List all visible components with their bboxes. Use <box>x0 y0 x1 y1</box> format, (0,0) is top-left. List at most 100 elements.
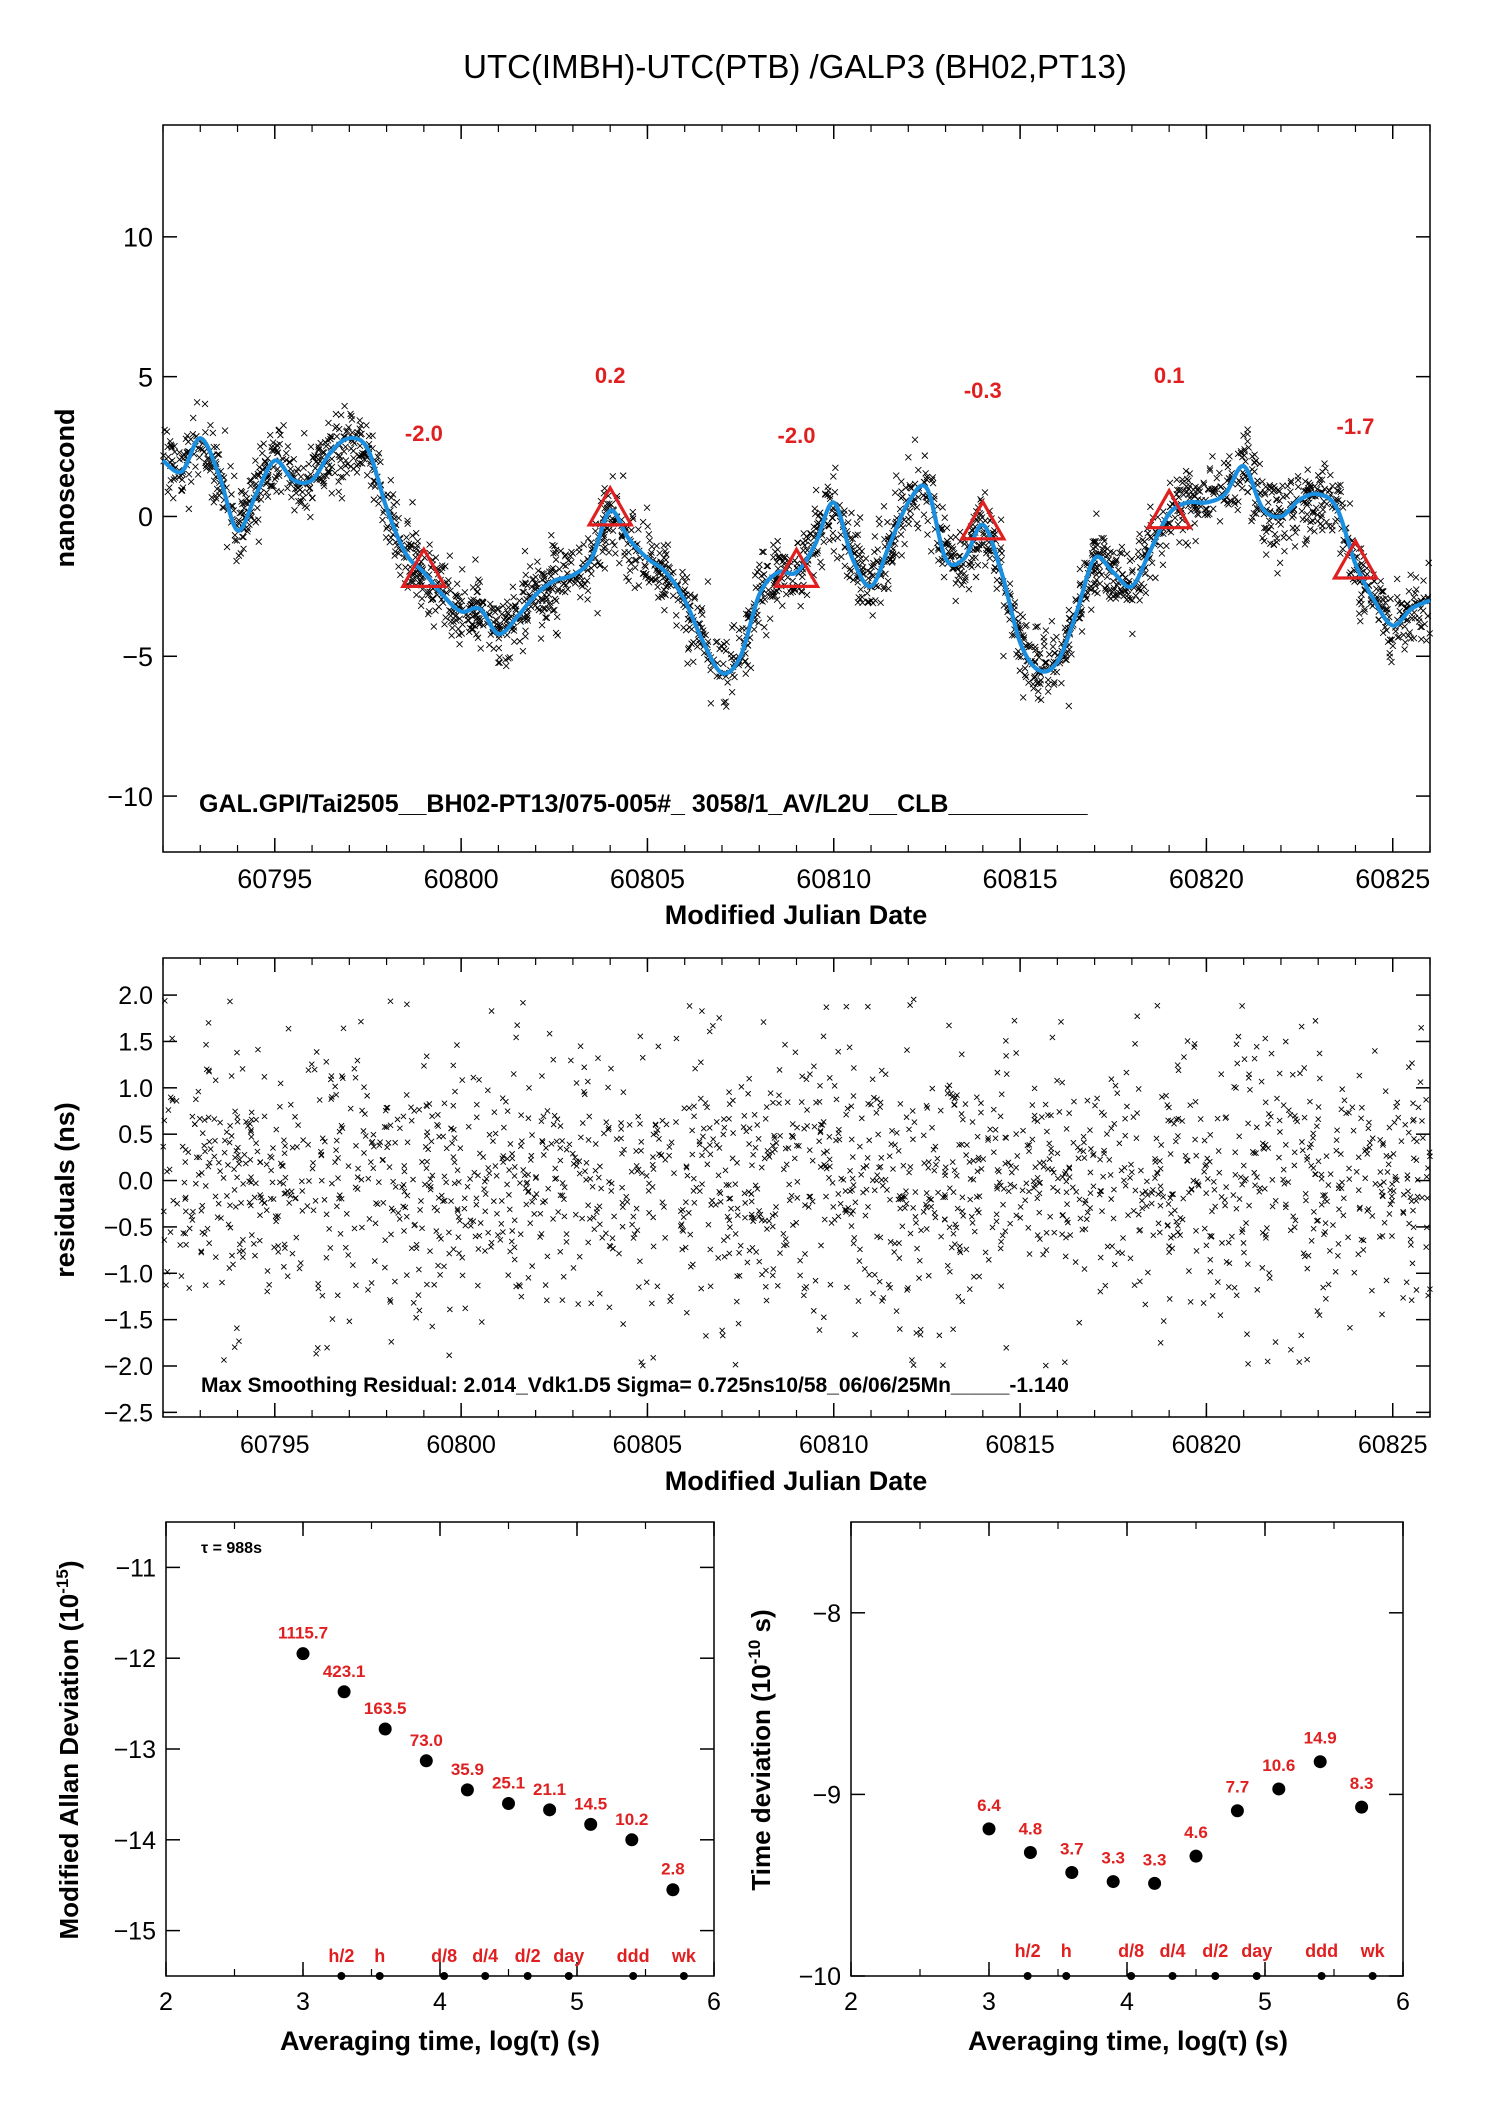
time-offset-point <box>1290 512 1297 519</box>
residual-point <box>527 1220 534 1227</box>
residual-point <box>390 1178 397 1185</box>
residual-point <box>1241 1056 1248 1063</box>
residual-point <box>323 1058 330 1065</box>
residual-point <box>203 1041 209 1048</box>
residual-point <box>268 1167 275 1174</box>
residual-point <box>1335 1240 1342 1247</box>
residual-point <box>477 1220 484 1226</box>
time-offset-point <box>921 452 929 459</box>
time-offset-x-tick-label: 60815 <box>983 864 1058 894</box>
residual-point <box>309 1165 316 1172</box>
time-offset-point <box>1242 458 1249 465</box>
time-offset-point <box>325 467 332 475</box>
allan-deviation-point <box>378 1722 392 1736</box>
residual-point <box>1026 1251 1033 1257</box>
residual-point <box>454 1042 460 1048</box>
residual-point <box>946 1224 953 1231</box>
time-offset-point <box>1090 580 1098 588</box>
residual-point <box>478 1319 485 1325</box>
residual-point <box>738 1083 745 1090</box>
residual-point <box>1246 1071 1253 1078</box>
allan-deviation-interval-dot <box>375 1972 384 1980</box>
residual-point <box>1214 1115 1221 1122</box>
time-offset-point <box>455 631 463 639</box>
time-offset-point <box>254 504 261 512</box>
time-offset-point <box>594 609 601 617</box>
time-offset-point <box>213 443 221 451</box>
time-offset-point <box>1192 537 1199 545</box>
time-offset-point <box>981 489 989 496</box>
residual-point <box>697 1095 704 1102</box>
residual-point <box>576 1158 583 1165</box>
residual-point <box>1228 1233 1235 1240</box>
residual-point <box>726 1115 732 1122</box>
time-offset-point <box>1134 553 1142 561</box>
time-offset-point <box>813 549 821 557</box>
residual-point <box>946 1022 952 1029</box>
time-deviation-point <box>1355 1800 1369 1814</box>
time-offset-point <box>1115 566 1122 574</box>
time-offset-point <box>584 587 592 595</box>
time-offset-point <box>238 488 246 496</box>
time-offset-point <box>848 509 855 517</box>
time-offset-point <box>260 440 268 447</box>
residual-point <box>602 1230 609 1237</box>
residual-point <box>1042 1101 1049 1108</box>
residual-point <box>1338 1185 1345 1192</box>
residual-point <box>198 1207 205 1214</box>
residual-point <box>1276 1154 1282 1161</box>
allan-deviation-y-tick-label: −11 <box>115 1554 156 1582</box>
residual-point <box>221 1357 227 1363</box>
time-offset-point <box>1103 573 1111 581</box>
residual-point <box>1097 1156 1103 1163</box>
residual-point <box>910 1362 917 1368</box>
allan-deviation-point <box>625 1833 639 1847</box>
time-offset-point <box>314 452 322 459</box>
time-offset-point <box>812 486 820 494</box>
residual-point <box>878 1154 885 1161</box>
residual-point <box>455 1214 462 1220</box>
residual-point <box>858 1115 865 1122</box>
residual-point <box>1150 1232 1157 1239</box>
time-offset-point <box>473 631 480 638</box>
time-offset-point <box>1281 530 1288 537</box>
residual-point <box>623 1193 630 1200</box>
residual-point <box>332 1159 338 1166</box>
residual-point <box>971 1273 977 1280</box>
residual-point <box>337 1230 344 1237</box>
residual-point <box>333 1147 340 1154</box>
time-offset-point <box>764 562 772 570</box>
time-offset-point <box>952 597 960 605</box>
residual-point <box>1112 1082 1119 1089</box>
residual-point <box>650 1154 656 1160</box>
residual-point <box>1207 1131 1214 1138</box>
residual-point <box>415 1292 422 1298</box>
residual-point <box>459 1077 466 1083</box>
residual-point <box>1175 1067 1182 1074</box>
residual-point <box>870 1290 876 1297</box>
residual-point <box>1355 1251 1362 1258</box>
residual-point <box>817 1082 823 1089</box>
residual-point <box>734 1205 741 1212</box>
residual-point <box>667 1298 674 1305</box>
residual-point <box>1007 1220 1014 1227</box>
time-offset-point <box>1013 650 1020 658</box>
time-offset-point <box>538 621 546 629</box>
residual-point <box>375 1179 382 1186</box>
residual-point <box>1407 1242 1414 1248</box>
time-offset-point <box>472 556 479 563</box>
time-offset-point <box>255 538 263 546</box>
residual-point <box>333 1203 340 1210</box>
time-offset-point <box>1030 674 1038 682</box>
allan-deviation-interval-label: ddd <box>617 1946 650 1966</box>
residual-point <box>946 1082 953 1089</box>
time-offset-point <box>898 552 906 559</box>
residual-point <box>428 1138 435 1145</box>
time-offset-point <box>1044 688 1052 695</box>
time-offset-point <box>837 553 845 561</box>
time-deviation-point-label: 3.3 <box>1143 1850 1167 1869</box>
residual-point <box>576 1170 583 1177</box>
residual-point <box>678 1221 685 1228</box>
time-offset-point <box>280 421 287 429</box>
residual-point <box>544 1253 551 1260</box>
